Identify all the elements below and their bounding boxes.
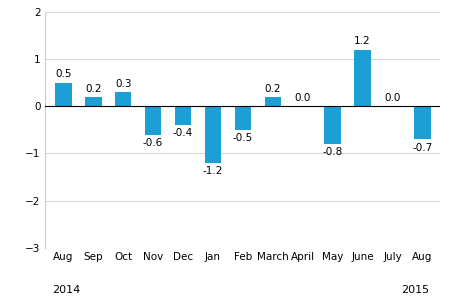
Bar <box>175 106 191 125</box>
Text: -0.6: -0.6 <box>143 138 163 148</box>
Text: 0.5: 0.5 <box>55 69 72 79</box>
Text: -0.7: -0.7 <box>412 143 433 153</box>
Text: -0.4: -0.4 <box>173 128 193 138</box>
Bar <box>145 106 161 135</box>
Bar <box>235 106 251 130</box>
Text: 2014: 2014 <box>52 285 80 295</box>
Text: 0.0: 0.0 <box>295 93 311 103</box>
Bar <box>115 92 131 106</box>
Text: 0.2: 0.2 <box>265 84 281 94</box>
Text: 1.2: 1.2 <box>354 37 371 47</box>
Bar <box>85 97 102 106</box>
Bar <box>325 106 341 144</box>
Bar <box>414 106 431 139</box>
Text: -1.2: -1.2 <box>203 166 223 176</box>
Text: -0.8: -0.8 <box>322 147 343 157</box>
Text: 2015: 2015 <box>401 285 429 295</box>
Bar <box>205 106 221 163</box>
Text: 0.2: 0.2 <box>85 84 102 94</box>
Bar <box>265 97 281 106</box>
Text: 0.3: 0.3 <box>115 79 132 89</box>
Text: -0.5: -0.5 <box>233 133 253 143</box>
Bar <box>355 50 371 106</box>
Bar <box>55 83 72 106</box>
Text: 0.0: 0.0 <box>385 93 401 103</box>
